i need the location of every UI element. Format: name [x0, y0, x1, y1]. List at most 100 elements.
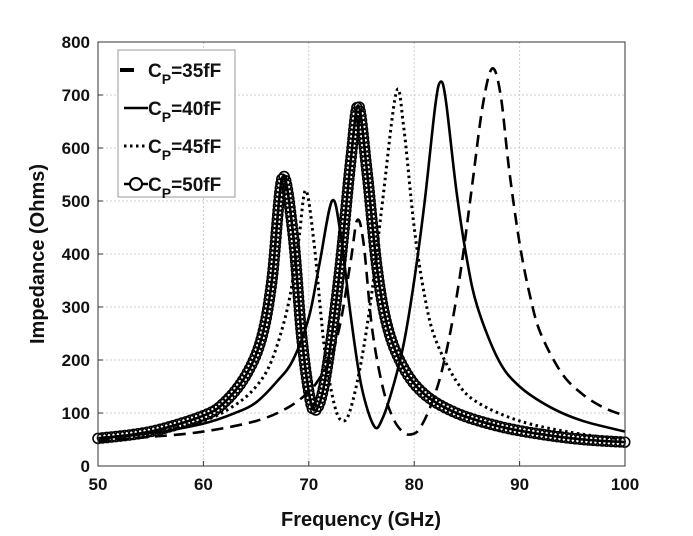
data-point-marker [296, 336, 309, 348]
data-point-marker [365, 204, 377, 216]
data-point-marker [569, 432, 582, 445]
data-point-marker [319, 374, 331, 386]
data-point-marker [578, 433, 591, 446]
data-point-marker [322, 356, 334, 369]
data-point-marker [346, 137, 359, 150]
x-tick-label: 70 [299, 475, 318, 494]
data-point-marker [358, 136, 370, 149]
data-point-marker [285, 210, 297, 223]
data-point-marker [265, 276, 278, 288]
series-line-35ff [97, 67, 626, 442]
x-tick-label: 60 [194, 475, 213, 494]
data-point-marker [300, 371, 313, 384]
data-point-marker [420, 389, 432, 402]
data-point-marker [294, 318, 307, 330]
data-point-marker [416, 386, 429, 399]
data-point-marker [270, 222, 283, 235]
data-point-marker [292, 286, 304, 299]
data-point-marker [303, 389, 316, 402]
data-point-marker [295, 327, 308, 339]
data-point-marker [364, 195, 376, 207]
data-point-marker [96, 432, 109, 444]
data-point-marker [329, 303, 342, 315]
data-point-marker [369, 244, 381, 256]
data-point-marker [268, 249, 281, 262]
data-point-marker [565, 432, 577, 445]
data-point-marker [110, 430, 122, 443]
data-point-marker [587, 434, 600, 447]
data-point-marker [272, 204, 284, 217]
data-point-marker [338, 222, 350, 235]
data-point-marker [320, 369, 332, 382]
data-point-marker [317, 383, 330, 395]
data-point-marker [373, 280, 386, 292]
data-point-marker [407, 376, 420, 389]
data-point-marker [219, 395, 232, 408]
data-point-marker [533, 428, 546, 440]
data-point-marker [286, 219, 298, 232]
data-point-marker [369, 248, 382, 261]
data-point-marker [291, 277, 304, 290]
data-point-marker [269, 244, 281, 257]
data-point-marker [324, 338, 337, 351]
data-point-marker [353, 101, 365, 113]
data-point-marker [339, 209, 352, 221]
y-tick-label: 400 [62, 245, 90, 264]
data-point-marker [366, 222, 379, 234]
y-tick-label: 0 [81, 457, 90, 476]
data-point-marker [136, 427, 149, 439]
data-point-marker [516, 425, 528, 437]
data-point-marker [114, 430, 127, 442]
data-point-marker [355, 110, 367, 122]
data-point-marker [365, 208, 378, 221]
data-point-marker [101, 431, 113, 444]
data-point-marker [376, 297, 389, 310]
legend-label: CP=35fF [148, 61, 221, 87]
series-line-45ff [97, 87, 626, 441]
data-point-marker [296, 331, 308, 344]
y-tick-label: 800 [62, 33, 90, 52]
data-point-marker [344, 155, 357, 168]
data-point-marker [361, 168, 374, 180]
data-point-marker [345, 150, 357, 163]
data-point-marker [367, 230, 380, 243]
data-point-marker [368, 235, 380, 248]
data-point-marker [293, 304, 306, 317]
data-point-marker [360, 154, 372, 167]
data-point-marker [302, 385, 315, 397]
data-point-marker [340, 204, 352, 217]
data-point-marker [344, 159, 356, 172]
y-tick-label: 100 [62, 404, 90, 423]
data-point-marker [286, 223, 299, 236]
data-point-marker [596, 435, 609, 447]
x-tick-label: 90 [510, 475, 529, 494]
data-point-marker [370, 253, 382, 265]
data-point-marker [332, 280, 344, 293]
data-point-marker [289, 250, 302, 263]
data-point-marker [266, 267, 279, 279]
data-point-marker [296, 340, 309, 353]
data-point-marker [213, 401, 225, 414]
data-point-marker [413, 383, 425, 396]
data-point-marker [343, 173, 355, 185]
data-point-marker [291, 273, 303, 285]
data-point-marker [355, 114, 368, 127]
data-point-marker [337, 227, 350, 239]
data-point-marker [325, 334, 337, 346]
data-point-marker [320, 365, 333, 378]
data-point-marker [334, 262, 346, 275]
data-point-marker [375, 289, 387, 301]
y-tick-label: 700 [62, 86, 90, 105]
data-point-marker [362, 172, 374, 185]
data-point-marker [600, 435, 613, 447]
data-point-marker [291, 282, 304, 294]
data-point-marker [520, 426, 533, 438]
data-point-marker [366, 217, 379, 230]
data-point-marker [326, 325, 339, 338]
data-point-marker [551, 430, 564, 443]
data-point-marker [333, 267, 346, 279]
ticks: 50 60 70 80 90 100 0 100 200 300 400 500 600 700 800 [62, 33, 640, 494]
data-point-marker [226, 388, 238, 401]
data-point-marker [266, 271, 279, 284]
